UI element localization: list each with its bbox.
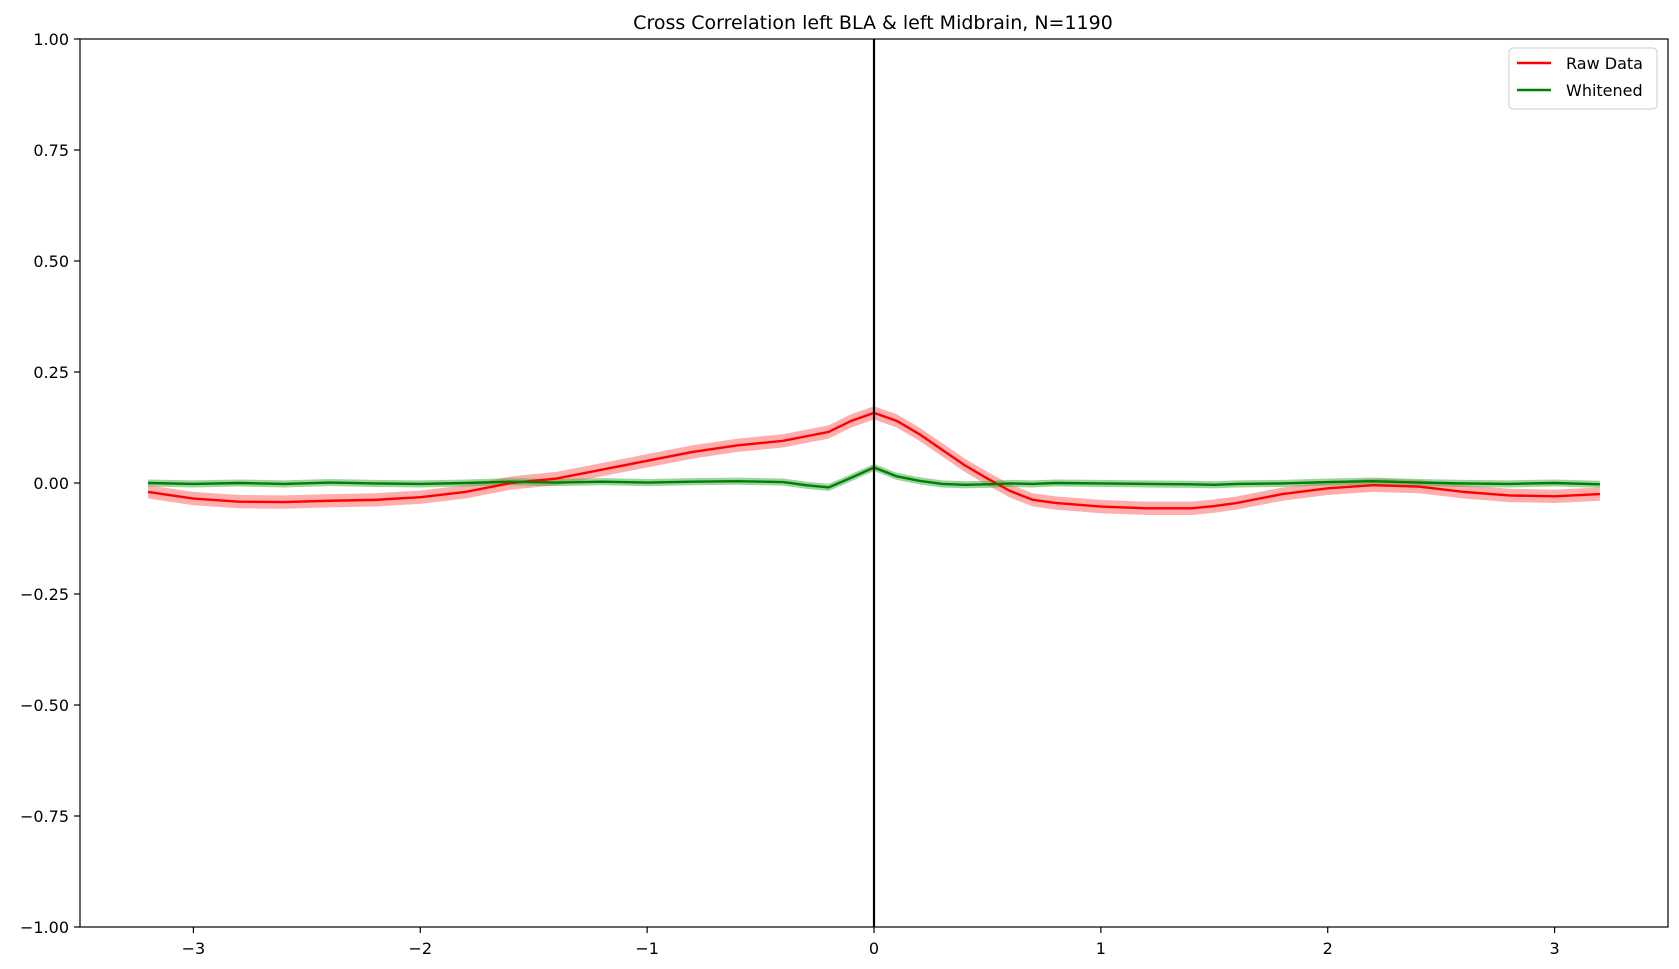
x-tick-label: −3 bbox=[182, 939, 206, 958]
legend-label-whitened: Whitened bbox=[1566, 81, 1643, 100]
x-axis: −3 −2 −1 0 1 2 3 bbox=[182, 927, 1560, 958]
y-tick-label: 0.25 bbox=[33, 363, 69, 382]
series-lines bbox=[147, 411, 1600, 510]
y-tick-label: 0.00 bbox=[33, 474, 69, 493]
y-tick-label: −1.00 bbox=[20, 918, 69, 937]
x-tick-label: −1 bbox=[635, 939, 659, 958]
y-axis: −1.00 −0.75 −0.50 −0.25 0.00 0.25 0.50 0.75 1.00 bbox=[20, 30, 80, 937]
band-raw-data bbox=[148, 406, 1600, 515]
y-tick-label: −0.50 bbox=[20, 696, 69, 715]
chart-title: Cross Correlation left BLA & left Midbra… bbox=[633, 12, 1113, 34]
legend-label-raw-data: Raw Data bbox=[1566, 54, 1643, 73]
x-tick-label: −2 bbox=[408, 939, 432, 958]
x-tick-label: 3 bbox=[1549, 939, 1559, 958]
series-line-whitened bbox=[148, 466, 1600, 489]
y-tick-label: −0.75 bbox=[20, 807, 69, 826]
x-tick-label: 2 bbox=[1323, 939, 1333, 958]
y-tick-label: 0.75 bbox=[33, 141, 69, 160]
x-tick-label: 1 bbox=[1096, 939, 1106, 958]
series-line-raw-data bbox=[147, 411, 1600, 510]
x-tick-label: 0 bbox=[869, 939, 879, 958]
y-tick-label: −0.25 bbox=[20, 585, 69, 604]
y-tick-label: 1.00 bbox=[33, 30, 69, 49]
y-tick-label: 0.50 bbox=[33, 252, 69, 271]
legend: Raw Data Whitened bbox=[1508, 47, 1658, 110]
